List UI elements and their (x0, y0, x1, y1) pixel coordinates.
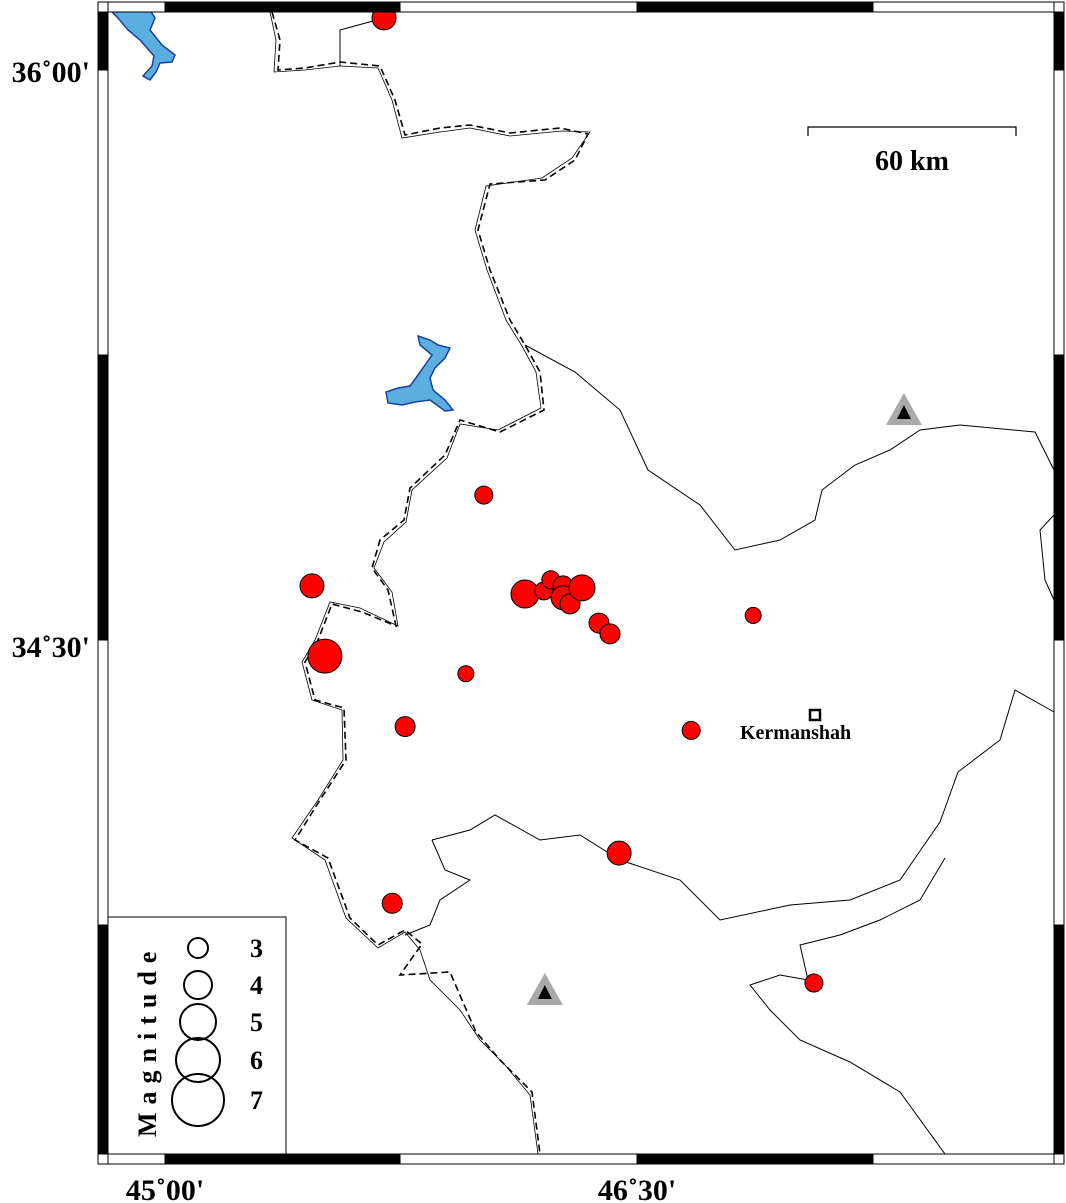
frame-segment (97, 69, 109, 356)
frame-segment (97, 11, 109, 71)
frame-segment (1053, 11, 1065, 71)
earthquake-event (606, 840, 632, 866)
frame-segment (399, 1153, 638, 1165)
map-frame (97, 1, 1065, 1165)
frame-segment (107, 1153, 166, 1165)
frame-segment (636, 1153, 874, 1165)
latitude-tick-label: 34˚30' (12, 631, 90, 664)
scale-bar-label: 60 km (875, 146, 949, 177)
frame-segment (1053, 639, 1065, 926)
province-boundary (749, 857, 946, 1155)
legend-symbol (183, 970, 213, 1000)
earthquake-event (474, 485, 494, 505)
frame-segment (399, 1, 638, 13)
earthquake-event (744, 606, 762, 624)
frame-segment (164, 1153, 401, 1165)
lake (108, 9, 176, 81)
province-boundary (524, 344, 1055, 551)
frame-segment (872, 1, 1055, 13)
province-boundary (404, 839, 472, 936)
legend-box (107, 916, 287, 1155)
legend-label: 6 (250, 1046, 263, 1075)
longitude-tick-label: 46˚30' (598, 1174, 676, 1203)
earthquake-event (568, 574, 596, 602)
earthquake-event (394, 716, 416, 738)
legend-symbol (171, 1073, 225, 1127)
volcano-icon (896, 405, 911, 420)
earthquake-event (804, 973, 824, 993)
border-line (269, 11, 591, 1155)
longitude-tick-label: 45˚00' (126, 1174, 204, 1203)
frame-segment (1053, 924, 1065, 1155)
earthquake-event (681, 720, 701, 740)
frame-segment (97, 354, 109, 641)
frame-segment (1053, 69, 1065, 356)
scale-bar (807, 126, 1017, 136)
latitude-tick-label: 36˚00' (12, 56, 90, 89)
city-marker (808, 708, 822, 722)
legend-symbol (175, 1037, 221, 1083)
legend-symbol (179, 1003, 217, 1041)
frame-segment (1053, 354, 1065, 641)
earthquake-event (299, 573, 325, 599)
earthquake-event (510, 579, 540, 609)
legend-label: 4 (250, 971, 263, 1000)
province-boundary (1039, 514, 1055, 601)
frame-segment (636, 1, 874, 13)
legend-title: Magnitude (133, 944, 162, 1137)
frame-segment (164, 1, 401, 13)
frame-segment (107, 1, 166, 13)
earthquake-event (307, 638, 343, 674)
lake (385, 334, 455, 412)
international-border (271, 11, 590, 1155)
province-boundary (431, 689, 1055, 921)
province-boundary (339, 17, 385, 66)
legend-label: 3 (250, 934, 263, 963)
earthquake-event (381, 892, 403, 914)
legend-label: 7 (250, 1086, 263, 1115)
legend-symbol (187, 937, 209, 959)
legend-label: 5 (250, 1008, 263, 1037)
volcano-icon (537, 984, 552, 999)
city-label: Kermanshah (740, 722, 851, 744)
earthquake-event (599, 623, 621, 645)
frame-segment (97, 639, 109, 926)
frame-segment (872, 1153, 1055, 1165)
frame-segment (97, 924, 109, 1155)
earthquake-event (457, 665, 475, 683)
